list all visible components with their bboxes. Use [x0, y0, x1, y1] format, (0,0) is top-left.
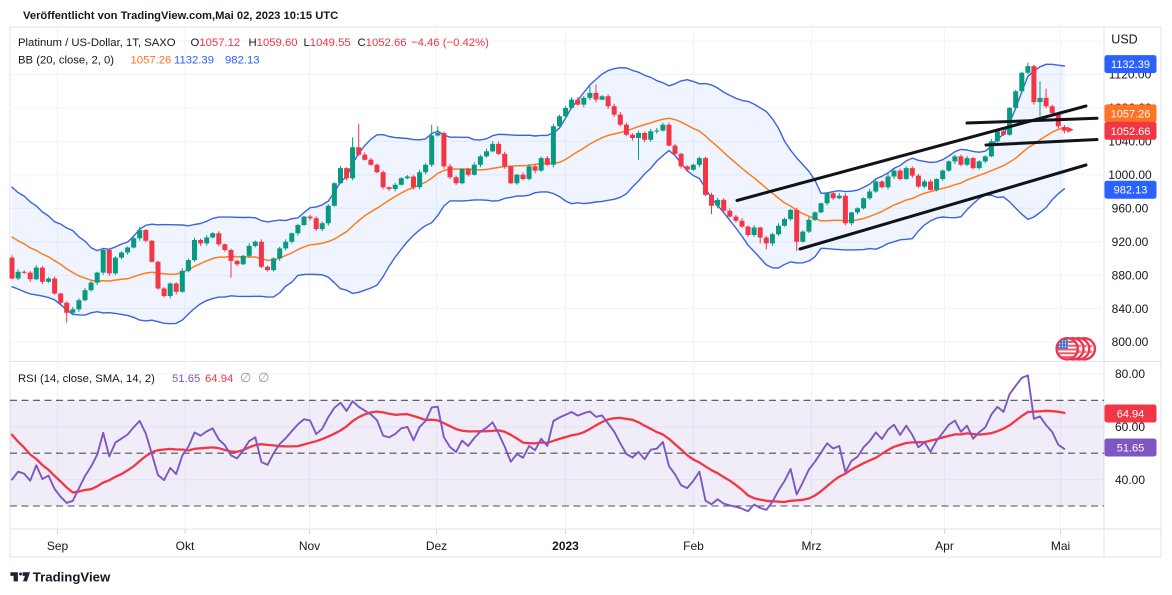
svg-text:TradingView: TradingView: [33, 570, 111, 585]
svg-text:1057.26: 1057.26: [1111, 108, 1151, 120]
svg-text:80.00: 80.00: [1115, 367, 1145, 381]
svg-text:USD: USD: [1111, 33, 1137, 47]
svg-text:Feb: Feb: [683, 539, 704, 553]
svg-text:2023: 2023: [552, 539, 579, 553]
svg-text:840.00: 840.00: [1112, 302, 1149, 316]
svg-text:1132.39: 1132.39: [1111, 59, 1150, 71]
svg-text:Veröffentlicht von TradingView: Veröffentlicht von TradingView.com,Mai 0…: [23, 10, 338, 22]
svg-text:Mrz: Mrz: [802, 539, 822, 553]
svg-text:960.00: 960.00: [1112, 201, 1149, 215]
svg-text:Nov: Nov: [299, 539, 320, 553]
svg-text:920.00: 920.00: [1112, 235, 1149, 249]
svg-text:40.00: 40.00: [1115, 473, 1145, 487]
svg-text:800.00: 800.00: [1112, 335, 1149, 349]
svg-text:880.00: 880.00: [1112, 268, 1149, 282]
svg-text:Platinum / US-Dollar, 1T, SAXO: Platinum / US-Dollar, 1T, SAXO O1057.12 H1…: [18, 37, 489, 49]
svg-text:982.13: 982.13: [1114, 185, 1148, 197]
svg-text:Sep: Sep: [47, 539, 69, 553]
svg-text:64.94: 64.94: [1117, 409, 1145, 421]
svg-text:60.00: 60.00: [1115, 420, 1145, 434]
svg-text:1052.66: 1052.66: [1111, 126, 1151, 138]
svg-text:RSI (14, close, SMA, 14, 2)51.: RSI (14, close, SMA, 14, 2) 51.65 64.94 ∅ ∅: [18, 370, 269, 385]
svg-text:51.65: 51.65: [1117, 443, 1145, 455]
svg-text:Mai: Mai: [1051, 539, 1070, 553]
svg-text:Dez: Dez: [426, 539, 447, 553]
svg-text:Apr: Apr: [935, 539, 954, 553]
svg-text:Okt: Okt: [176, 539, 195, 553]
svg-text:1000.00: 1000.00: [1108, 168, 1152, 182]
